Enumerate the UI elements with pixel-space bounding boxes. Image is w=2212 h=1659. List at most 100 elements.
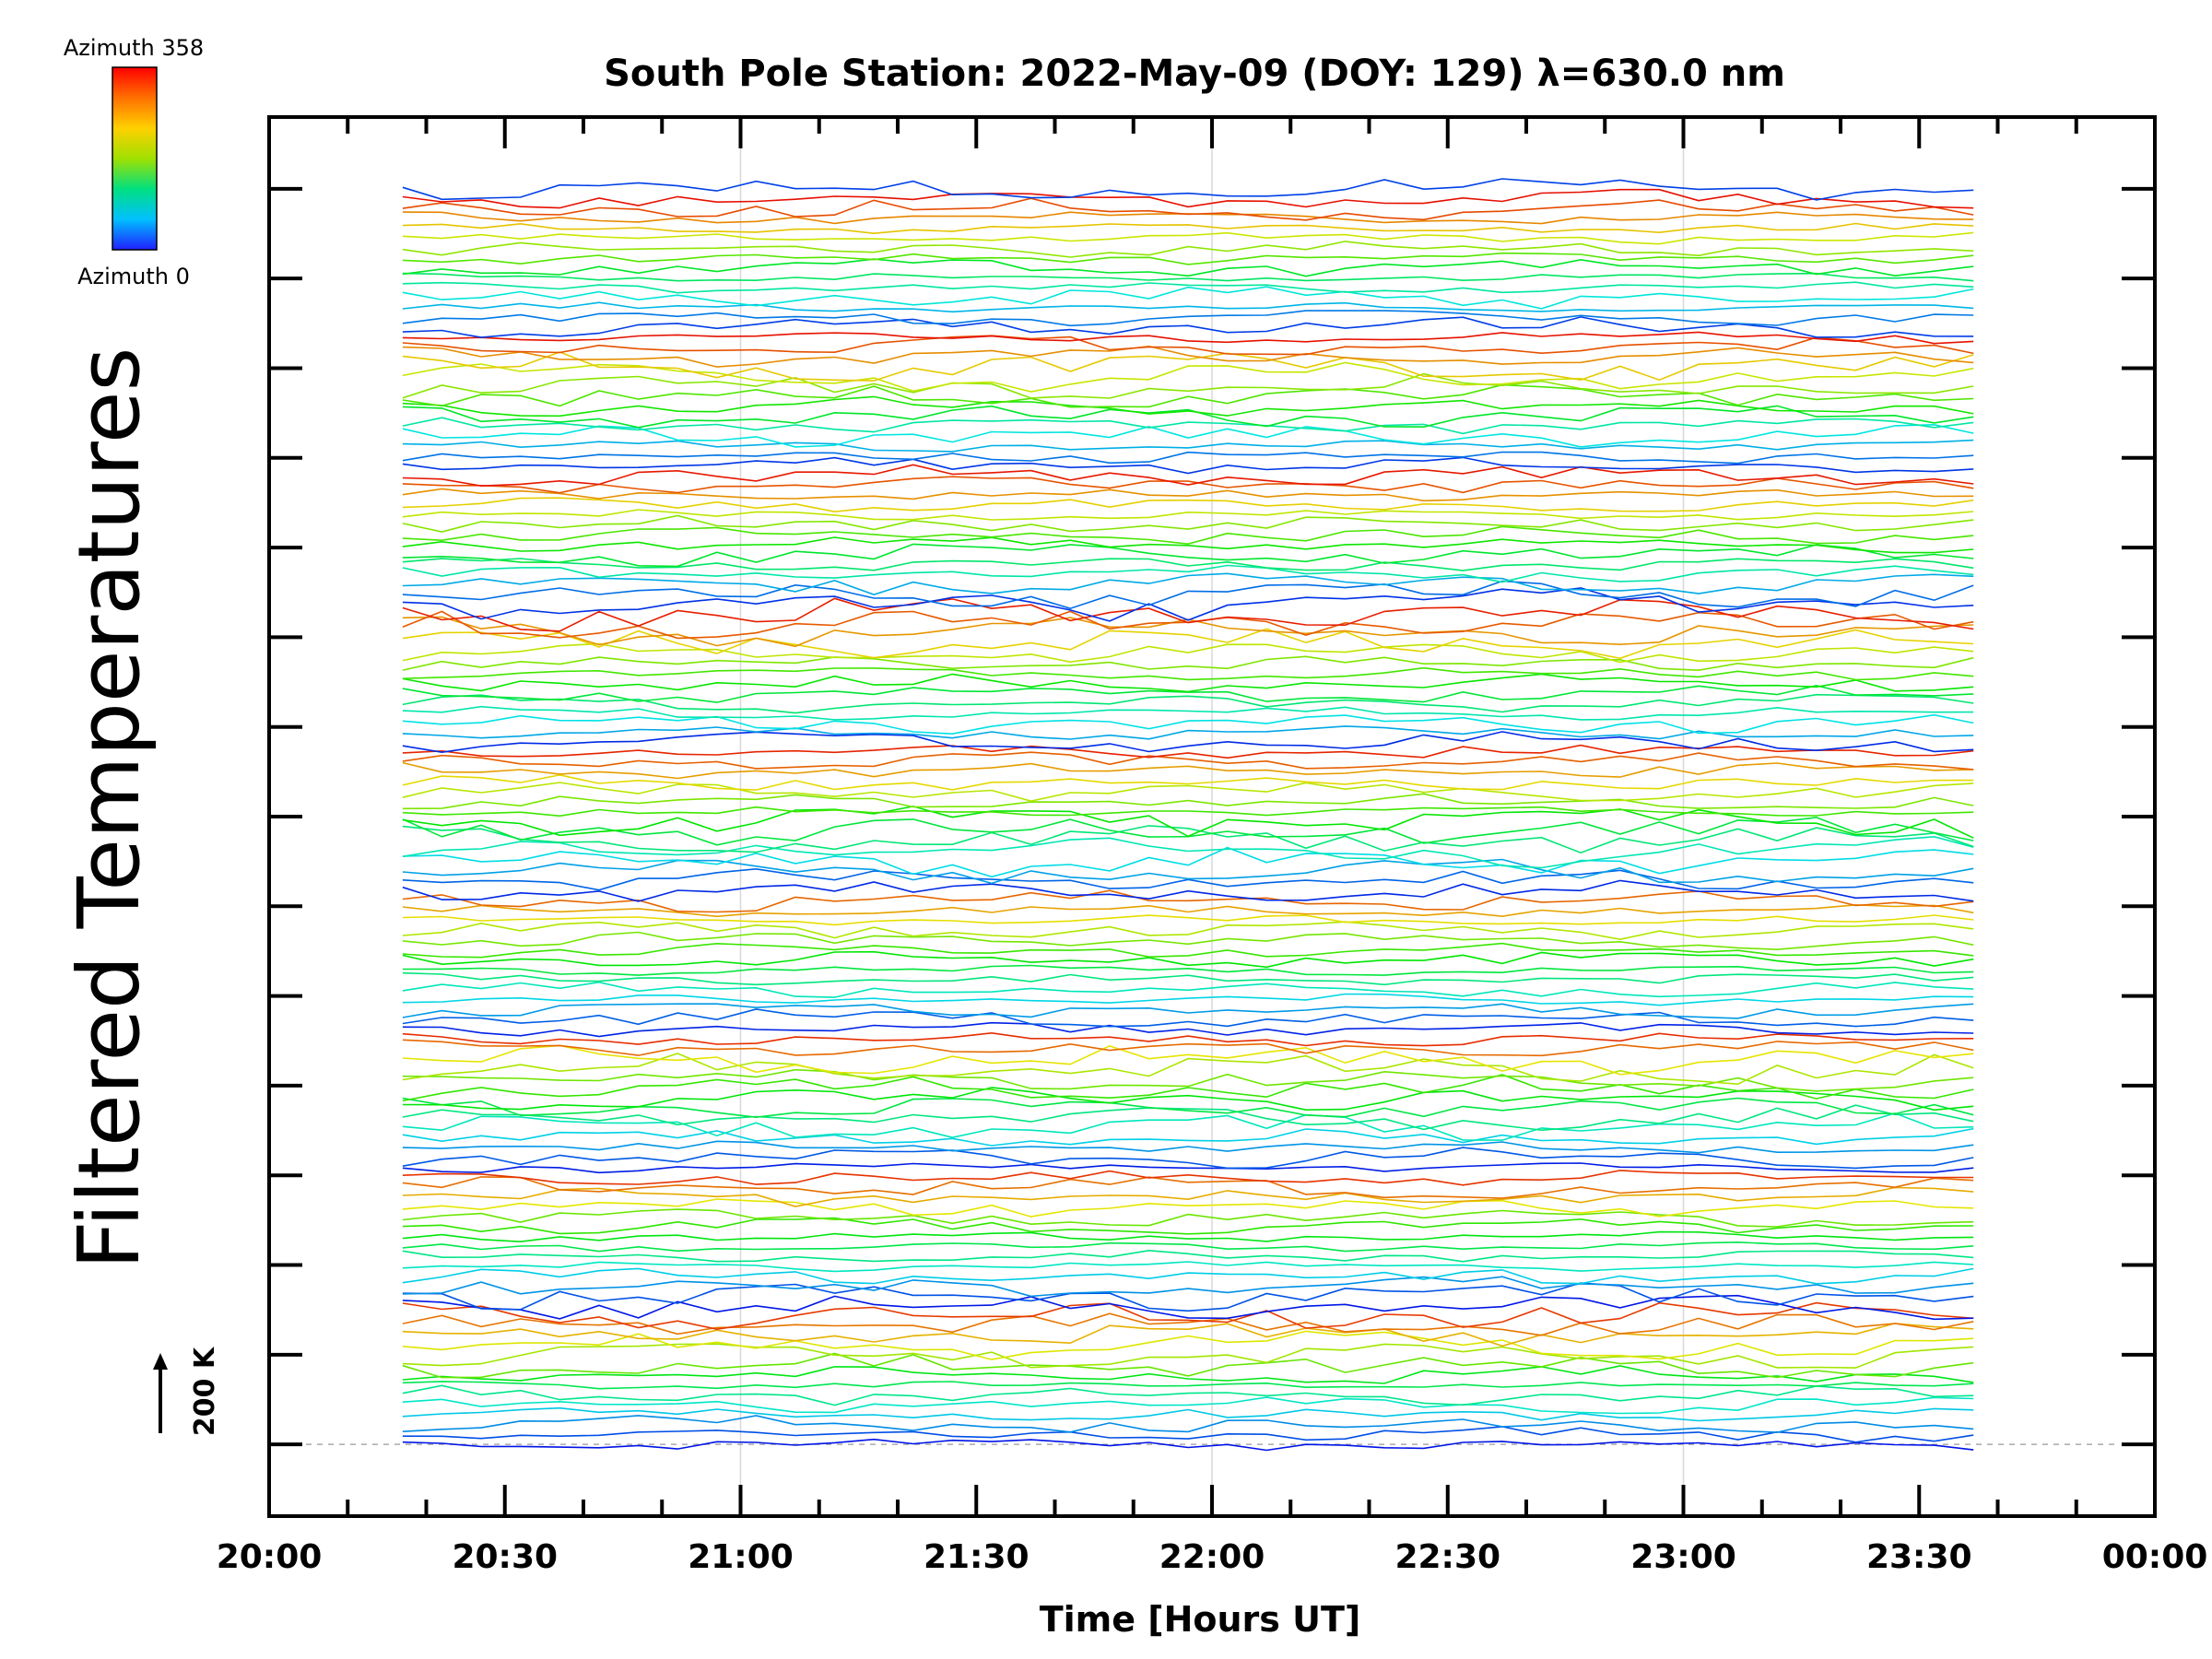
x-axis-title: Time [Hours UT] (1040, 1599, 1361, 1640)
series-line (402, 564, 1974, 583)
series-line (402, 1381, 1974, 1390)
series-line (402, 642, 1974, 664)
series-line (402, 258, 1974, 277)
series-line (402, 1097, 1974, 1119)
series-line (402, 705, 1974, 721)
series-line (402, 509, 1974, 521)
series-line (402, 1365, 1974, 1384)
series-line (402, 572, 1974, 595)
series-line (402, 361, 1974, 393)
x-tick-label: 23:00 (1630, 1538, 1736, 1576)
series-line (402, 971, 1974, 986)
series-line (402, 806, 1974, 839)
series-line (402, 1249, 1974, 1263)
series-line (402, 558, 1974, 571)
x-tick-label: 21:30 (924, 1538, 1030, 1576)
series-line (402, 1021, 1974, 1038)
series-line (402, 587, 1974, 622)
series-line (402, 867, 1974, 891)
series-line (402, 655, 1974, 672)
x-tick-label: 22:00 (1159, 1538, 1265, 1576)
series-line (402, 1039, 1974, 1057)
series-line (402, 423, 1974, 448)
series-line (402, 1323, 1974, 1347)
series-line (402, 351, 1974, 382)
series-line (402, 825, 1974, 854)
series-line (402, 335, 1974, 356)
series-line (402, 451, 1974, 465)
series-line (402, 231, 1974, 245)
series-line (402, 666, 1974, 681)
series-line (402, 1074, 1974, 1102)
series-line (402, 301, 1974, 313)
series-line (402, 793, 1974, 810)
series-line (402, 1053, 1974, 1086)
x-tick-label: 21:00 (688, 1538, 794, 1576)
series-line (402, 456, 1974, 475)
series-line (402, 889, 1974, 913)
series-line (402, 782, 1974, 803)
x-tick-label: 20:30 (452, 1538, 558, 1576)
series-line (402, 964, 1974, 976)
series-line (402, 835, 1974, 869)
x-tick-label: 23:30 (1866, 1538, 1972, 1576)
series-line (402, 525, 1974, 546)
series-line (402, 476, 1974, 494)
series-line (402, 178, 1974, 201)
y-axis-label: Filtered Temperatures (60, 347, 159, 1270)
series-line (402, 1112, 1974, 1141)
scale-bar: 200 K (153, 1346, 221, 1436)
series-line (402, 1438, 1974, 1452)
series-line (402, 993, 1974, 1006)
series-line (402, 272, 1974, 282)
series-line (402, 744, 1974, 759)
series-line (402, 310, 1974, 327)
series-line (402, 383, 1974, 408)
colorbar-top-label: Azimuth 358 (64, 35, 204, 61)
series-line (402, 1415, 1974, 1433)
series-line (402, 1276, 1974, 1298)
chart-title: South Pole Station: 2022-May-09 (DOY: 12… (604, 53, 1785, 95)
series-line (402, 241, 1974, 258)
series-line (402, 1044, 1974, 1076)
series-line (402, 1147, 1974, 1170)
series-line (402, 931, 1974, 951)
x-tick-label: 22:30 (1394, 1538, 1500, 1576)
scale-bar-arrowhead (153, 1353, 168, 1370)
series-line (402, 488, 1974, 502)
series-line (402, 751, 1974, 771)
series-line (402, 464, 1974, 488)
series-line (402, 1301, 1974, 1331)
series-line (402, 281, 1974, 294)
series-line (402, 1186, 1974, 1207)
series-line (402, 1406, 1974, 1422)
series-line (402, 514, 1974, 533)
series-line (402, 731, 1974, 754)
series-line (402, 536, 1974, 554)
series-line (402, 543, 1974, 568)
series-line (402, 1127, 1974, 1147)
series-line (402, 1396, 1974, 1415)
series-line (402, 252, 1974, 265)
series-line (402, 1170, 1974, 1186)
series-line (402, 1031, 1974, 1047)
series-line (402, 628, 1974, 660)
colorbar-legend: Azimuth 358 Azimuth 0 (64, 35, 204, 289)
series-line (402, 1426, 1974, 1443)
series-line (402, 1176, 1974, 1199)
series-line (402, 1198, 1974, 1218)
series-line (402, 1208, 1974, 1228)
series-line (402, 1241, 1974, 1253)
series-line (402, 197, 1974, 221)
series-line (402, 372, 1974, 399)
series-line (402, 1343, 1974, 1369)
series-line (402, 395, 1974, 418)
series-line (402, 950, 1974, 969)
series-line (402, 497, 1974, 513)
series-line (402, 981, 1974, 998)
series-line (402, 942, 1974, 959)
series-line (402, 1384, 1974, 1406)
series-line (402, 806, 1974, 818)
series-line (402, 879, 1974, 902)
